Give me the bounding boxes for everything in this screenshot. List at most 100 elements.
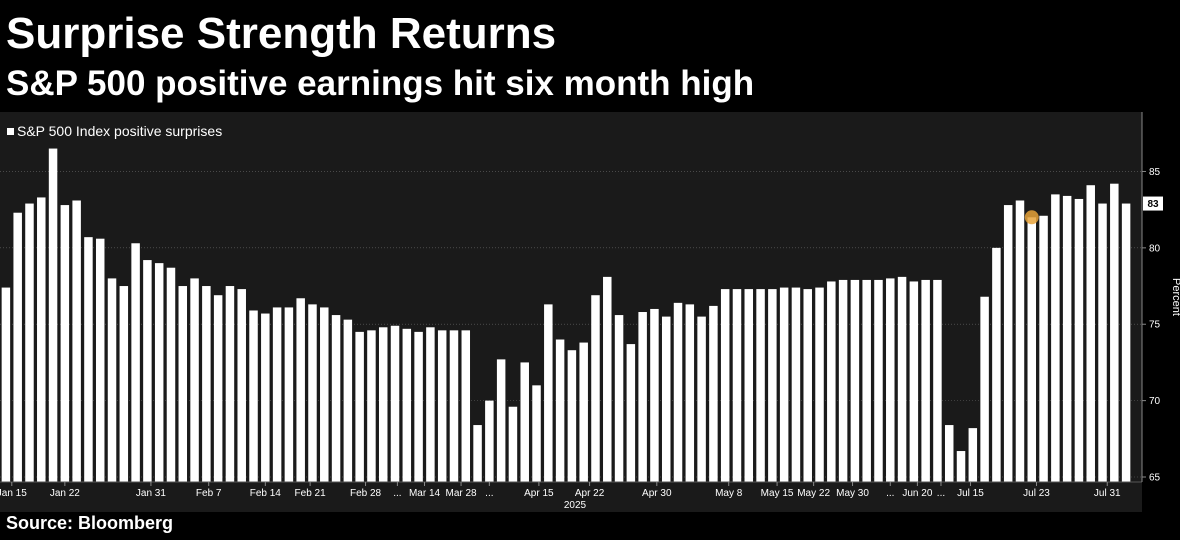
legend: S&P 500 Index positive surprises — [7, 123, 222, 139]
bar — [732, 289, 742, 482]
bar — [591, 295, 600, 482]
x-tick-label: Jan 31 — [136, 488, 166, 499]
bar — [37, 197, 46, 482]
bar — [1086, 185, 1095, 482]
bar — [402, 328, 412, 482]
bar — [414, 331, 423, 482]
bar — [496, 359, 506, 482]
bar — [697, 316, 706, 482]
bar — [60, 205, 70, 482]
bar-series — [1, 148, 1131, 483]
bar — [166, 267, 176, 482]
bar — [320, 307, 329, 482]
x-tick-label: May 30 — [836, 488, 869, 499]
x-tick-label: Apr 22 — [575, 488, 605, 499]
bar — [1098, 203, 1107, 482]
bar — [119, 286, 129, 482]
x-tick-label: Mar 28 — [445, 488, 477, 499]
bar — [944, 425, 954, 482]
bar — [225, 286, 235, 482]
bar — [980, 296, 989, 482]
bar — [296, 298, 305, 482]
bar — [390, 325, 400, 482]
bar — [284, 307, 294, 482]
x-tick-label: Feb 7 — [196, 488, 222, 499]
x-tick-label: ... — [937, 488, 945, 499]
bar — [685, 304, 695, 482]
x-tick-label: Feb 28 — [350, 488, 382, 499]
last-value-tag — [1143, 196, 1163, 211]
bar — [933, 279, 942, 482]
bar — [638, 312, 647, 482]
source-note: Source: Bloomberg — [6, 513, 174, 533]
bar — [603, 276, 612, 482]
bar — [909, 281, 919, 482]
bar — [614, 315, 624, 482]
bar — [449, 330, 459, 482]
bar — [367, 330, 376, 482]
bar — [992, 247, 1001, 482]
y-axis-label: Percent — [1170, 278, 1180, 316]
chart-subtitle: S&P 500 positive earnings hit six month … — [6, 64, 755, 103]
x-tick-label: Mar 14 — [409, 488, 441, 499]
bar — [1, 287, 11, 482]
bar — [1121, 203, 1131, 482]
bar — [756, 289, 765, 482]
bar — [1027, 217, 1037, 482]
bar — [426, 327, 435, 482]
bar — [838, 279, 848, 482]
x-tick-label: Feb 21 — [295, 488, 327, 499]
x-tick-label: Jan 15 — [0, 488, 27, 499]
bar — [956, 451, 966, 482]
bar — [886, 278, 895, 482]
bar — [13, 212, 22, 482]
x-tick-label: Jun 20 — [902, 488, 932, 499]
y-tick-label: 65 — [1149, 473, 1161, 484]
x-tick-label: Jul 15 — [957, 488, 984, 499]
x-tick-label: ... — [393, 488, 401, 499]
bar — [768, 289, 777, 482]
bar — [213, 295, 223, 482]
bar — [544, 304, 553, 482]
x-tick-label: ... — [485, 488, 493, 499]
bar — [1003, 205, 1013, 482]
bar — [272, 307, 282, 482]
bar — [143, 260, 152, 482]
legend-label: S&P 500 Index positive surprises — [17, 123, 222, 139]
bar — [473, 425, 482, 482]
bar — [437, 330, 447, 482]
bar — [1039, 215, 1048, 482]
x-tick-label: May 15 — [761, 488, 794, 499]
bar — [673, 302, 683, 482]
y-tick-label: 70 — [1149, 396, 1161, 407]
bar — [791, 287, 801, 482]
last-value-label: 83 — [1147, 199, 1159, 210]
bar — [343, 319, 353, 482]
bar — [744, 289, 754, 482]
x-tick-label: Feb 14 — [250, 488, 282, 499]
bar — [862, 279, 871, 482]
bar — [190, 278, 199, 482]
bar — [131, 243, 140, 482]
bar — [532, 385, 541, 482]
bar — [1074, 198, 1084, 483]
bar — [897, 276, 907, 482]
y-tick-label: 85 — [1149, 167, 1161, 178]
bar — [95, 238, 105, 482]
bar — [1062, 195, 1072, 482]
bar — [378, 327, 388, 482]
x-tick-label: Apr 15 — [524, 488, 554, 499]
bar — [567, 350, 577, 482]
bar — [1110, 183, 1119, 482]
bar — [485, 400, 494, 482]
x-tick-label: Apr 30 — [642, 488, 672, 499]
bar — [249, 310, 258, 482]
bar — [803, 289, 812, 482]
bar — [520, 362, 529, 482]
chart-area: 83 Jan 15 Jan 22 Jan 31 Feb 7 Feb 14 Feb 21 Fe… — [0, 112, 1180, 512]
bar — [874, 279, 883, 482]
bar — [626, 344, 636, 482]
bar — [331, 315, 341, 482]
bar — [661, 316, 671, 482]
bar — [237, 289, 246, 482]
